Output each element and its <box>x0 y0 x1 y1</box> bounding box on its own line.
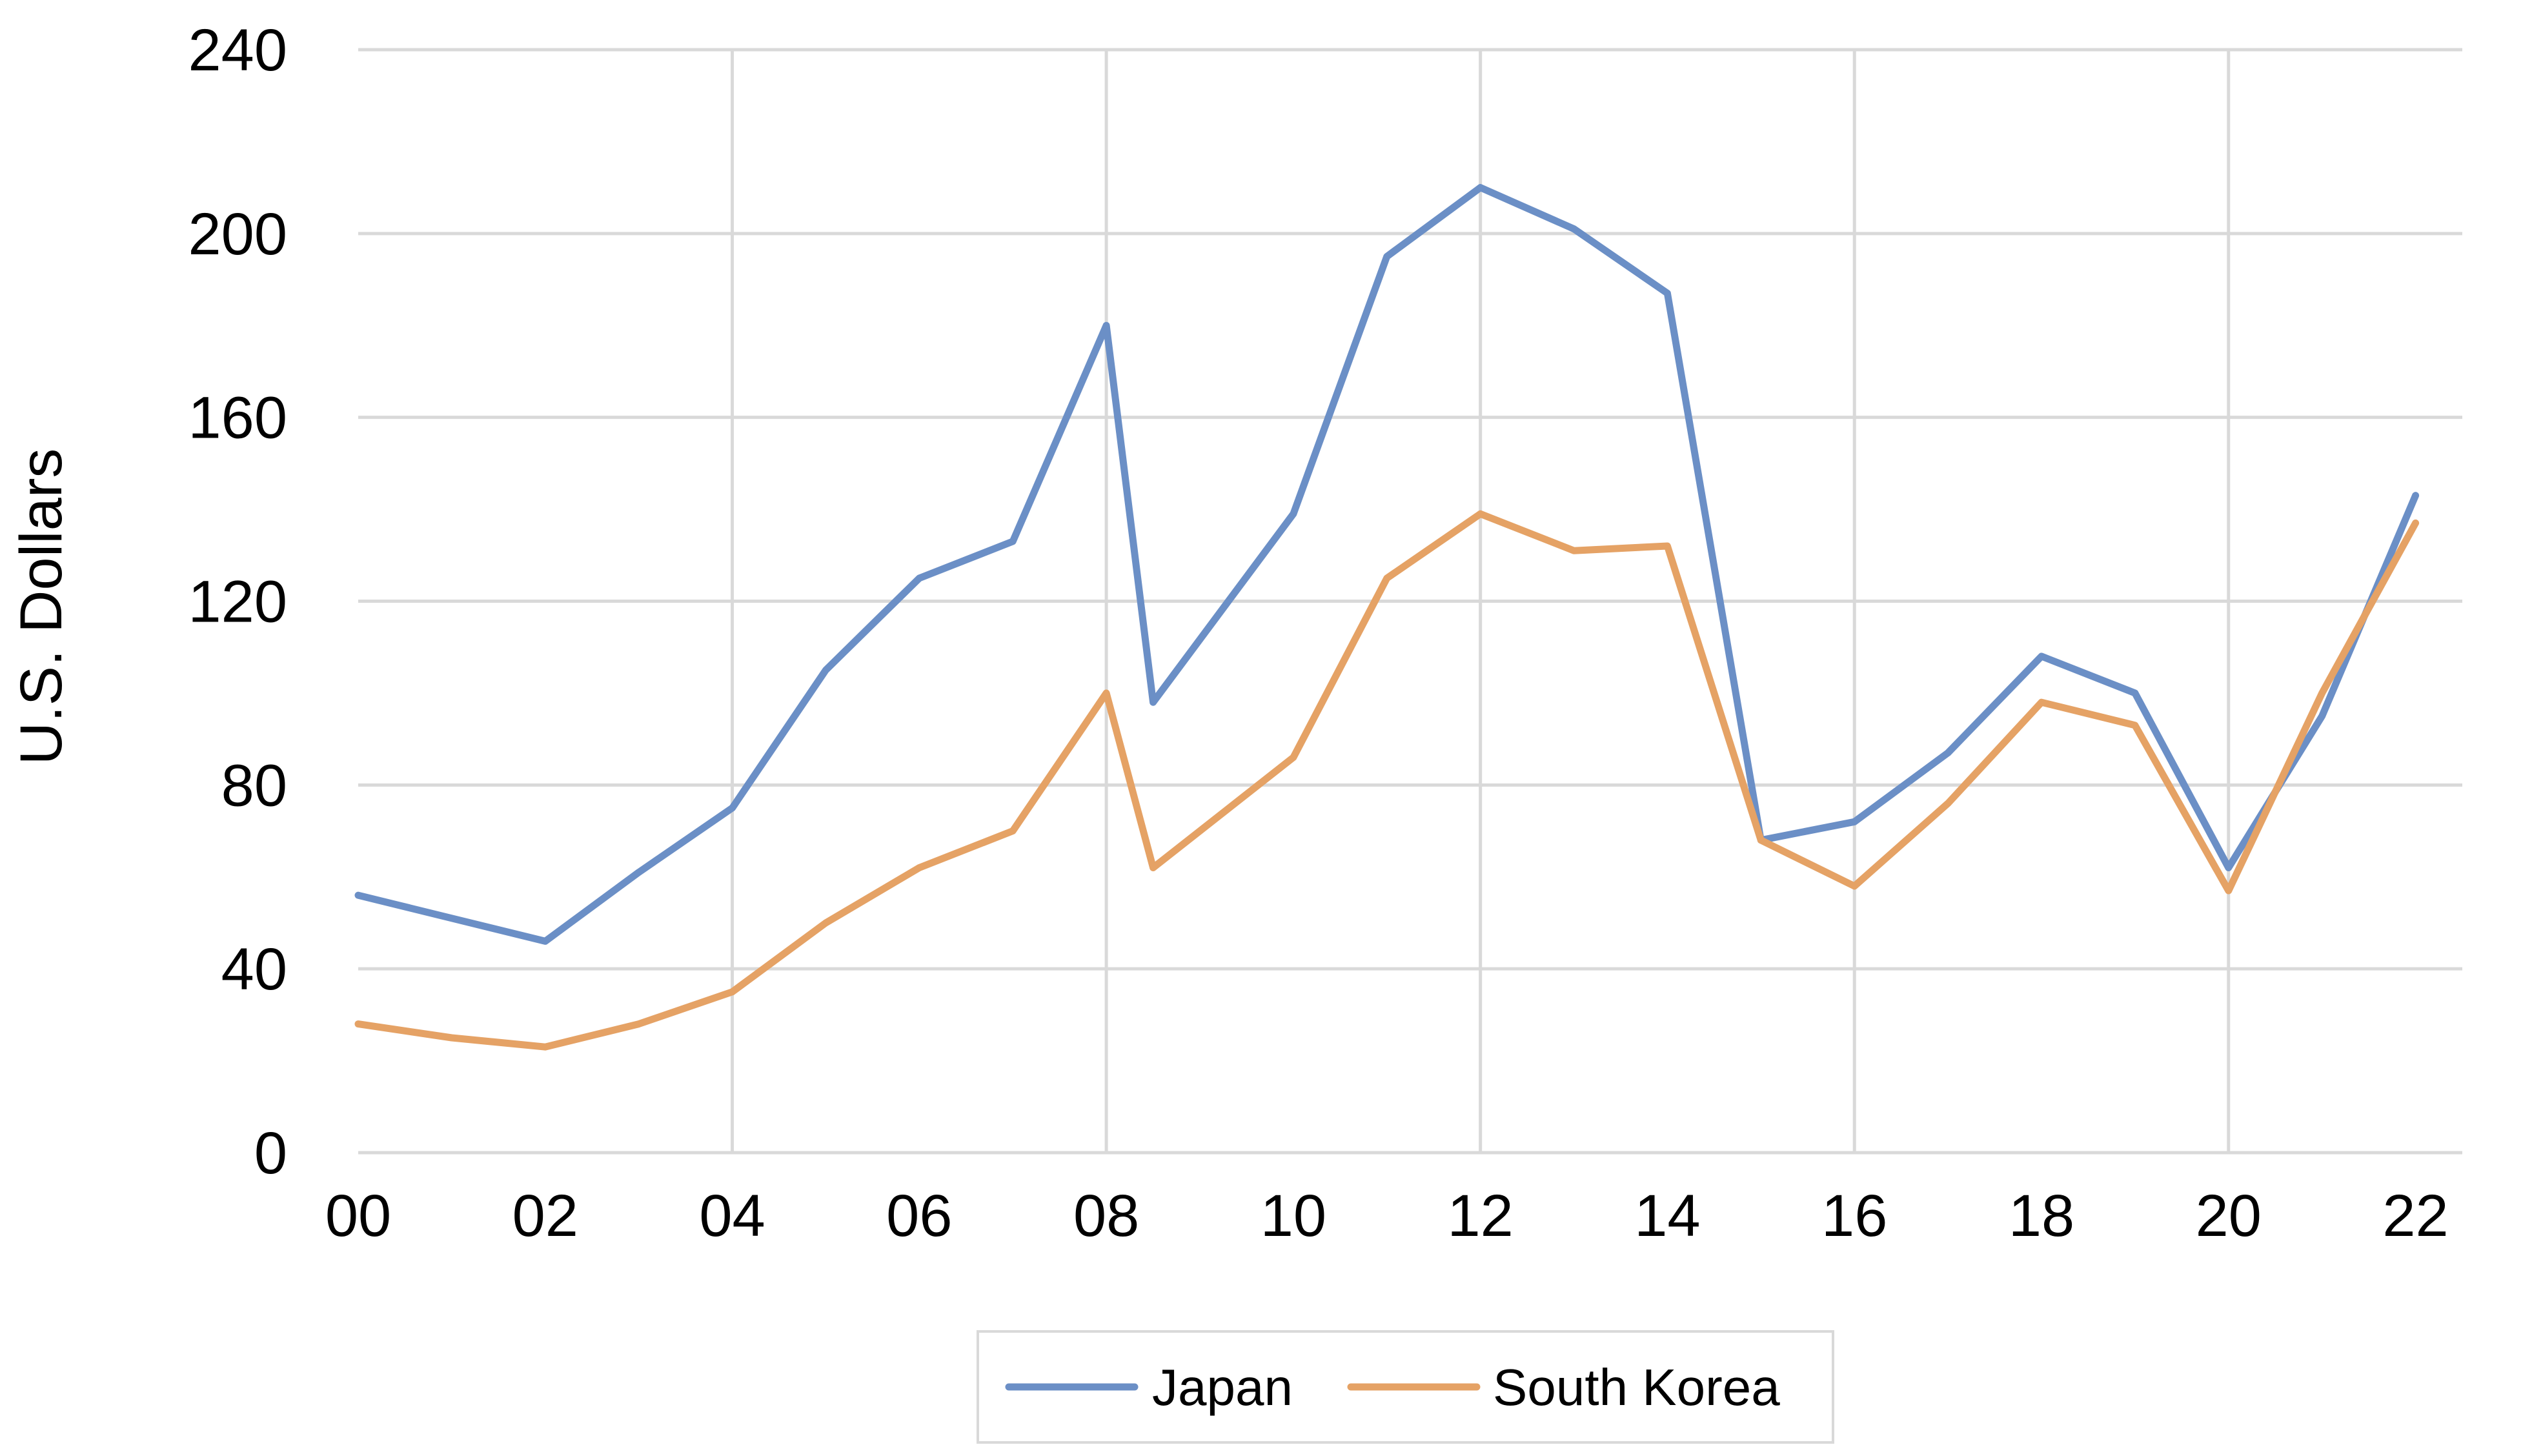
x-tick-label: 10 <box>1261 1183 1326 1249</box>
tick-labels: 0 40 80 120 160 200 240 00 02 04 06 08 10 12 14 16 18 20 2… <box>188 17 2449 1249</box>
legend-label-south-korea: South Korea <box>1493 1359 1780 1416</box>
gridlines <box>358 48 2462 1155</box>
x-tick-label: 08 <box>1073 1183 1139 1249</box>
series-line-japan <box>354 184 2420 945</box>
x-tick-label: 12 <box>1447 1183 1513 1249</box>
x-tick-label: 22 <box>2382 1183 2448 1249</box>
y-axis-title: U.S. Dollars <box>8 449 74 765</box>
y-tick-label: 240 <box>188 17 288 83</box>
x-tick-label: 04 <box>699 1183 765 1249</box>
x-tick-label: 16 <box>1821 1183 1887 1249</box>
y-tick-label: 80 <box>221 753 287 818</box>
y-tick-label: 0 <box>254 1120 287 1186</box>
x-tick-label: 06 <box>886 1183 952 1249</box>
x-tick-label: 20 <box>2196 1183 2262 1249</box>
y-tick-label: 40 <box>221 936 287 1002</box>
y-tick-label: 160 <box>188 385 288 451</box>
x-tick-label: 00 <box>325 1183 391 1249</box>
x-tick-label: 18 <box>2009 1183 2074 1249</box>
y-tick-label: 120 <box>188 569 288 635</box>
x-tick-label: 14 <box>1634 1183 1700 1249</box>
y-tick-label: 200 <box>188 201 288 267</box>
legend-label-japan: Japan <box>1152 1359 1293 1416</box>
series-line-south-korea <box>354 510 2420 1051</box>
series-lines <box>354 184 2420 1051</box>
x-tick-label: 02 <box>512 1183 578 1249</box>
legend: Japan South Korea <box>977 1330 1834 1444</box>
